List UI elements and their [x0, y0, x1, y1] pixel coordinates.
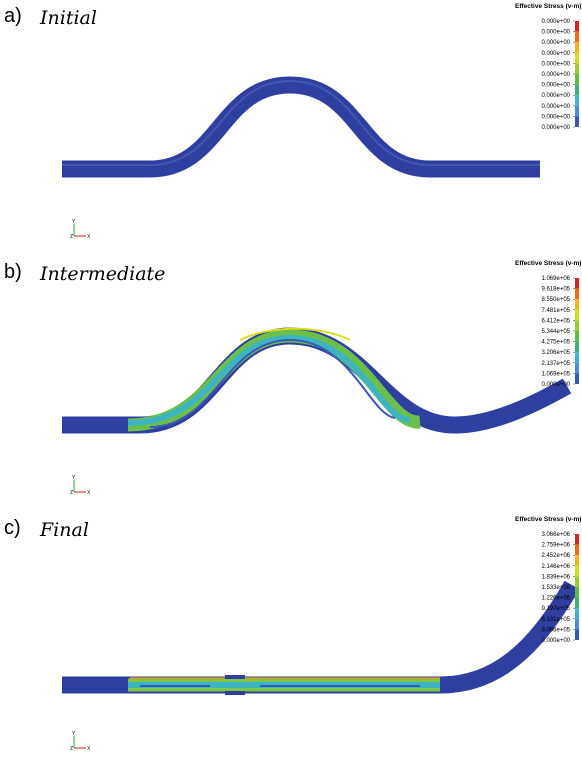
colorbar-segment: [575, 278, 579, 289]
colorbar-segment: [575, 342, 579, 353]
legend-tick-label: 6.131e+05: [541, 617, 570, 623]
panel: b) Intermediate Effective Stress (v-m) 1.06…: [4, 260, 581, 496]
axis-z-label: Z: [70, 234, 73, 240]
colorbar-segment: [575, 566, 579, 577]
legend-title: Effective Stress (v-m): [515, 516, 581, 523]
legend-tick-label: 7.481e+05: [541, 308, 570, 314]
legend-tick-label: 0.000e+00: [541, 61, 570, 67]
pipe: [62, 85, 540, 169]
colorbar-segment: [575, 352, 579, 363]
legend-tick-label: 1.069e+05: [541, 371, 570, 377]
legend-tick-label: 0.000e+00: [541, 83, 570, 89]
legend-tick-label: 0.000e+00: [541, 40, 570, 46]
legend-tick-label: 3.066e+06: [541, 532, 570, 538]
colorbar-segment: [575, 42, 579, 53]
legend-tick-label: 2.759e+06: [541, 543, 570, 549]
legend-tick-label: 4.275e+05: [541, 340, 570, 346]
colorbar-segment: [575, 63, 579, 74]
panel-title: Final: [39, 519, 89, 541]
axis-x-label: X: [87, 490, 91, 496]
colorbar-segment: [575, 587, 579, 598]
legend-tick-label: 3.206e+05: [541, 350, 570, 356]
legend-tick-label: 1.069e+06: [541, 276, 570, 282]
pipe: [62, 336, 567, 425]
axis-y-label: Y: [72, 475, 76, 481]
legend-title: Effective Stress (v-m): [515, 3, 581, 10]
legend-tick-label: 1.839e+06: [541, 574, 570, 580]
colorbar-segment: [575, 74, 579, 85]
panel: a) Initial Effective Stress (v-m) 0.000e+00…: [4, 3, 581, 240]
colorbar-segment: [575, 106, 579, 117]
panel-label: b): [4, 261, 22, 283]
axis-x-label: X: [87, 234, 91, 240]
axis-y-label: Y: [72, 731, 76, 737]
legend-tick-label: 0.000e+00: [541, 382, 570, 388]
colorbar-segment: [575, 310, 579, 321]
colorbar-segment: [575, 534, 579, 545]
panel-title: Intermediate: [39, 263, 165, 285]
legend-tick-label: 2.137e+05: [541, 361, 570, 367]
legend-tick-label: 5.344e+05: [541, 329, 570, 335]
figure: a) Initial Effective Stress (v-m) 0.000e+00…: [0, 0, 582, 760]
colorbar-segment: [575, 576, 579, 587]
axis-y-label: Y: [72, 219, 76, 225]
colorbar-segment: [575, 299, 579, 310]
colorbar-segment: [575, 21, 579, 32]
colorbar-segment: [575, 320, 579, 331]
colorbar-segment: [575, 598, 579, 609]
panel: c) Final Effective Stress (v-m) 3.066e+06 2.…: [4, 516, 581, 752]
colorbar-segment: [575, 373, 579, 384]
legend-tick-label: 2.146e+06: [541, 564, 570, 570]
legend-tick-label: 0.000e+00: [541, 104, 570, 110]
colorbar-segment: [575, 289, 579, 300]
colorbar-segment: [575, 363, 579, 374]
legend-tick-label: 0.000e+00: [541, 30, 570, 36]
legend-tick-label: 0.000e+00: [541, 93, 570, 99]
panel-label: c): [4, 517, 21, 539]
legend-title: Effective Stress (v-m): [515, 260, 581, 267]
axis-x-label: X: [87, 746, 91, 752]
legend-tick-label: 0.000e+00: [541, 72, 570, 78]
panel-label: a): [4, 5, 22, 27]
colorbar-segment: [575, 629, 579, 640]
legend-tick-label: 9.618e+05: [541, 287, 570, 293]
legend-tick-label: 8.550e+05: [541, 297, 570, 303]
legend-tick-label: 0.000e+00: [541, 638, 570, 644]
legend-tick-label: 0.000e+00: [541, 51, 570, 57]
colorbar-segment: [575, 53, 579, 64]
colorbar-segment: [575, 608, 579, 619]
colorbar-segment: [575, 116, 579, 127]
legend-tick-label: 2.452e+06: [541, 553, 570, 559]
legend-tick-label: 1.226e+06: [541, 596, 570, 602]
colorbar-segment: [575, 619, 579, 630]
pipe: [62, 585, 572, 685]
legend-tick-label: 3.066e+05: [541, 627, 570, 633]
panel-title: Initial: [39, 7, 97, 29]
colorbar-segment: [575, 555, 579, 566]
legend-tick-label: 1.533e+06: [541, 585, 570, 591]
legend-tick-label: 0.000e+00: [541, 114, 570, 120]
colorbar-segment: [575, 32, 579, 43]
colorbar-segment: [575, 95, 579, 106]
legend-tick-label: 0.000e+00: [541, 125, 570, 131]
axis-z-label: Z: [70, 490, 73, 496]
colorbar-segment: [575, 331, 579, 342]
legend-tick-label: 0.000e+00: [541, 19, 570, 25]
colorbar-segment: [575, 545, 579, 556]
axis-z-label: Z: [70, 746, 73, 752]
colorbar-segment: [575, 85, 579, 96]
legend-tick-label: 6.412e+05: [541, 318, 570, 324]
legend-tick-label: 9.197e+05: [541, 606, 570, 612]
